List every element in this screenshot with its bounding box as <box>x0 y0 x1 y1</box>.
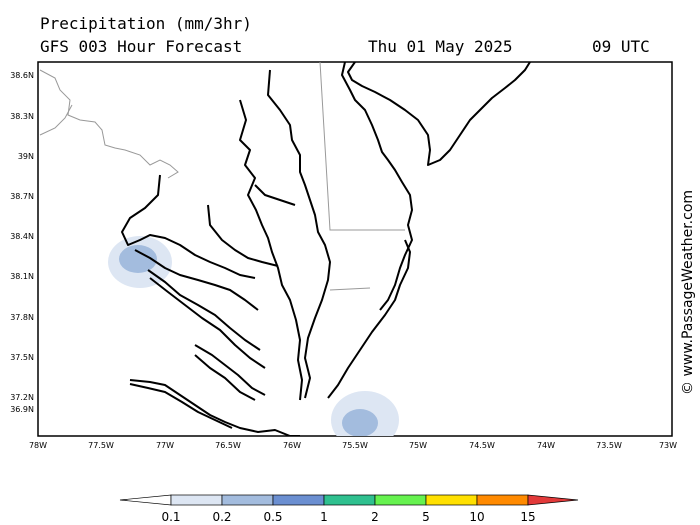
forecast-date: Thu 01 May 2025 <box>368 37 513 56</box>
legend-swatch <box>476 494 529 506</box>
coastlines <box>121 62 531 436</box>
lon-label: 77W <box>156 441 174 450</box>
legend-swatch <box>272 494 325 506</box>
lat-label: 37.5N <box>10 353 34 362</box>
lat-label: 38.4N <box>10 232 34 241</box>
forecast-model: GFS 003 Hour Forecast <box>40 37 243 56</box>
lon-label: 76W <box>283 441 301 450</box>
map-title: Precipitation (mm/3hr) <box>40 14 252 33</box>
state-borders <box>39 62 405 291</box>
legend-label: 0.2 <box>212 510 231 524</box>
lon-label: 76.5W <box>215 441 241 450</box>
precip-legend <box>119 494 579 506</box>
lat-label: 38.6N <box>10 71 34 80</box>
legend-swatch <box>119 494 172 506</box>
longitude-labels: 78W 77.5W 77W 76.5W 76W 75.5W 75W 74.5W … <box>29 441 677 450</box>
lon-label: 78W <box>29 441 47 450</box>
precip-area-east <box>331 391 399 436</box>
legend-label: 1 <box>320 510 328 524</box>
lat-label: 37.8N <box>10 313 34 322</box>
lon-label: 77.5W <box>88 441 114 450</box>
legend-label: 10 <box>469 510 484 524</box>
forecast-time: 09 UTC <box>592 37 650 56</box>
lon-label: 73.5W <box>596 441 622 450</box>
legend-label: 5 <box>422 510 430 524</box>
lat-label: 38.7N <box>10 192 34 201</box>
legend-swatch <box>221 494 274 506</box>
legend-labels: 0.1 0.2 0.5 1 2 5 10 15 <box>161 510 535 524</box>
lon-label: 74.5W <box>469 441 495 450</box>
legend-label: 2 <box>371 510 379 524</box>
lat-label: 39N <box>18 152 34 161</box>
legend-label: 0.5 <box>263 510 282 524</box>
lon-label: 73W <box>659 441 677 450</box>
legend-label: 0.1 <box>161 510 180 524</box>
lat-label: 37.2N <box>10 393 34 402</box>
legend-swatch <box>527 494 579 506</box>
legend-label: 15 <box>520 510 535 524</box>
lon-label: 74W <box>537 441 555 450</box>
latitude-labels: 38.6N 38.3N 39N 38.7N 38.4N 38.1N 37.8N … <box>10 71 34 414</box>
lat-label: 36.9N <box>10 405 34 414</box>
lat-label: 38.3N <box>10 112 34 121</box>
legend-swatch <box>170 494 223 506</box>
lat-label: 38.1N <box>10 272 34 281</box>
legend-swatch <box>425 494 478 506</box>
lon-label: 75W <box>409 441 427 450</box>
legend-swatch <box>323 494 376 506</box>
legend-swatch <box>374 494 427 506</box>
lon-label: 75.5W <box>342 441 368 450</box>
